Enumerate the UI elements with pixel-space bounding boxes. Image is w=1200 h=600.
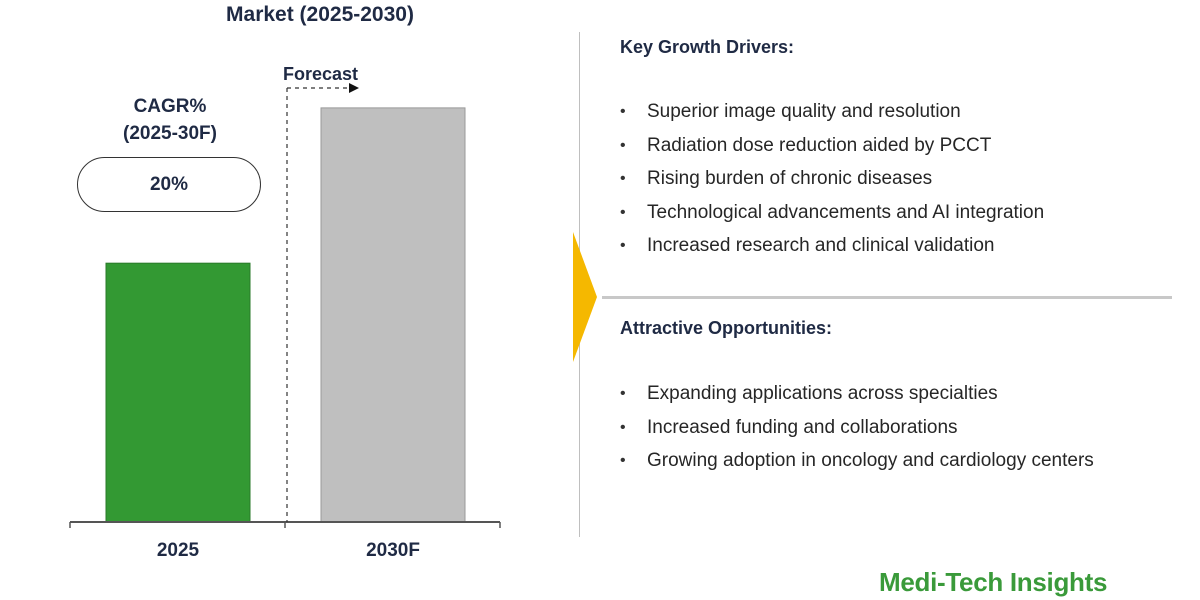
list-item: Radiation dose reduction aided by PCCT bbox=[620, 129, 1044, 163]
list-item: Increased research and clinical validati… bbox=[620, 229, 1044, 263]
cagr-label-line1: CAGR% bbox=[133, 96, 207, 117]
horizontal-divider bbox=[602, 296, 1172, 299]
cagr-label: CAGR% (2025-30F) bbox=[95, 93, 245, 147]
opportunities-list: Expanding applications across specialtie… bbox=[620, 377, 1094, 478]
growth-drivers-title: Key Growth Drivers: bbox=[620, 37, 795, 57]
forecast-arrow-head bbox=[349, 83, 359, 93]
bar-2025 bbox=[105, 262, 251, 523]
x-tick-label: 2030F bbox=[366, 540, 420, 561]
list-item: Increased funding and collaborations bbox=[620, 411, 1094, 445]
brand-logo: Medi-Tech Insights bbox=[879, 567, 1108, 597]
cagr-value-badge: 20% bbox=[77, 157, 261, 212]
list-item: Growing adoption in oncology and cardiol… bbox=[620, 444, 1094, 478]
x-tick-label: 2025 bbox=[157, 540, 200, 561]
list-item: Rising burden of chronic diseases bbox=[620, 162, 1044, 196]
chart-title: Market (2025-2030) bbox=[226, 3, 414, 26]
growth-drivers-list: Superior image quality and resolution Ra… bbox=[620, 95, 1044, 263]
list-item: Superior image quality and resolution bbox=[620, 95, 1044, 129]
list-item: Technological advancements and AI integr… bbox=[620, 196, 1044, 230]
opportunities-title: Attractive Opportunities: bbox=[620, 318, 833, 338]
bar-chart: 2025 2030F bbox=[69, 83, 501, 561]
list-item: Expanding applications across specialtie… bbox=[620, 377, 1094, 411]
bar-2030F bbox=[320, 107, 466, 523]
yellow-arrow-icon bbox=[573, 232, 597, 362]
cagr-label-line2: (2025-30F) bbox=[123, 123, 217, 144]
forecast-label: Forecast bbox=[283, 64, 359, 84]
